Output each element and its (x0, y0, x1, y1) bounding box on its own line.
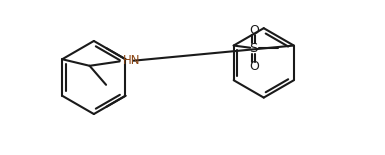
Text: HN: HN (122, 54, 140, 67)
Text: O: O (249, 24, 259, 37)
Text: O: O (249, 60, 259, 73)
Text: S: S (249, 42, 258, 55)
